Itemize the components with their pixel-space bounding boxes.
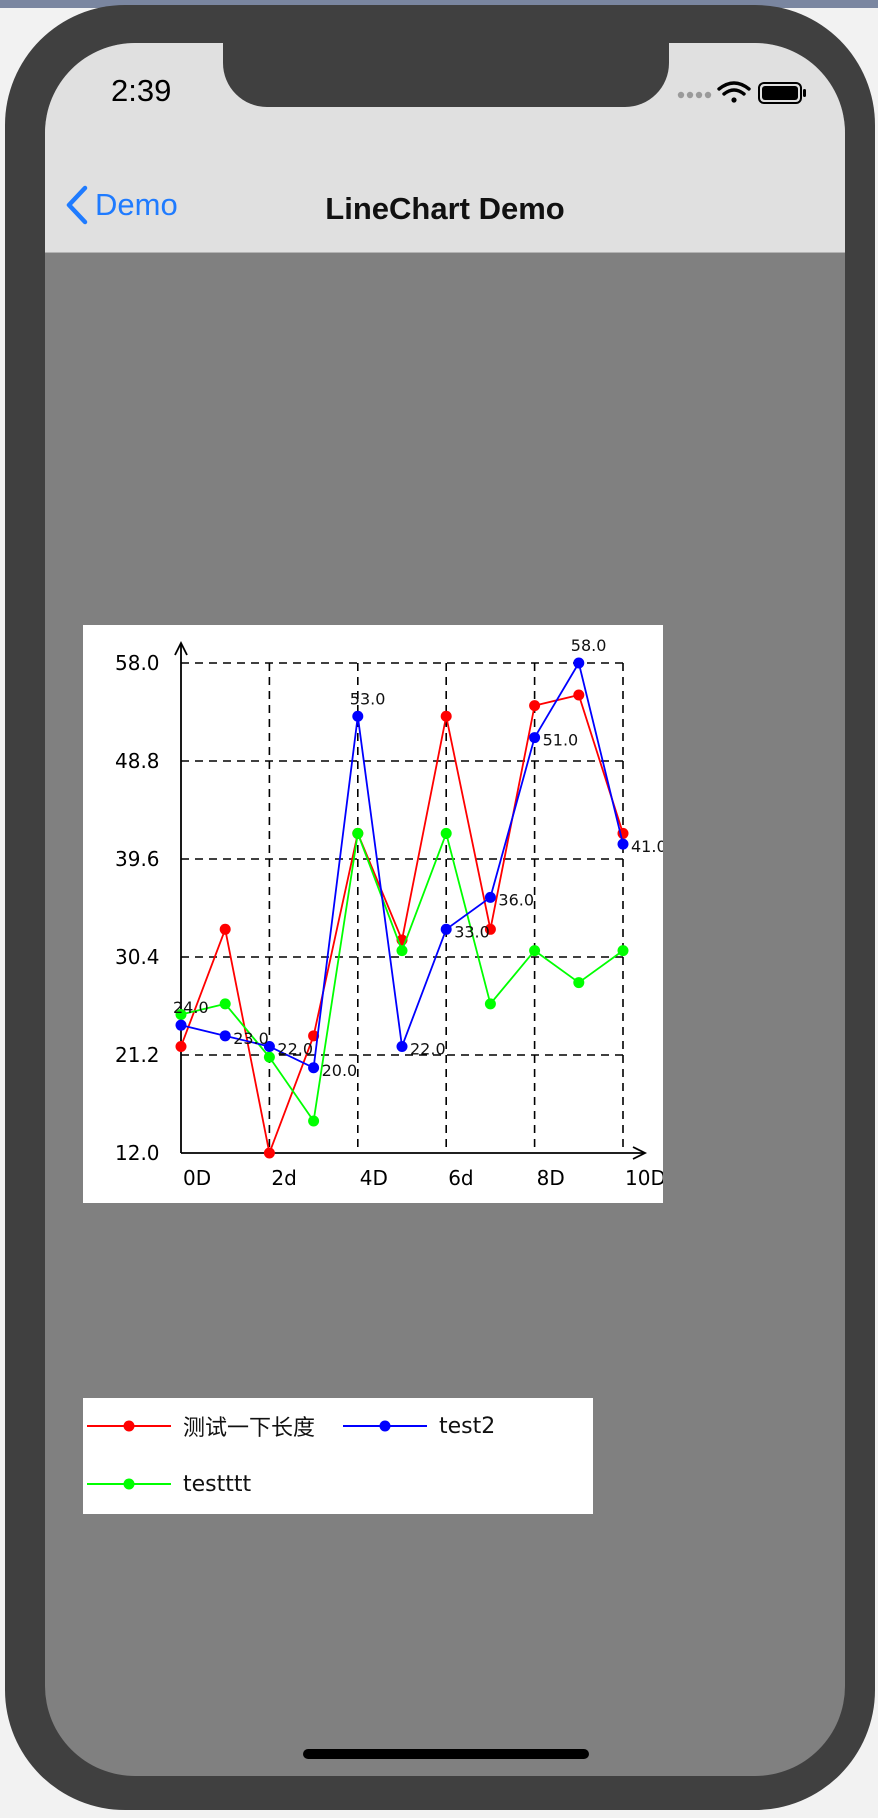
- data-point-series-3: [484, 998, 496, 1010]
- y-axis-ticks: 12.0 21.2 30.4 39.6 48.8 58.0: [115, 651, 160, 1165]
- desktop-background: [0, 0, 878, 8]
- data-label: 22.0: [277, 1039, 313, 1058]
- legend-label-series-3: testttt: [183, 1471, 252, 1497]
- data-point-series-3: [617, 945, 629, 957]
- chart-legend: 测试一下长度 test2 testttt: [83, 1398, 593, 1514]
- data-point-series-2: [529, 732, 541, 744]
- data-label: 22.0: [410, 1039, 446, 1058]
- data-point-series-1: [308, 1030, 320, 1042]
- data-point-series-3: [352, 827, 364, 839]
- y-tick-label: 12.0: [115, 1141, 160, 1165]
- data-point-series-3: [175, 1009, 187, 1021]
- chart-grid: [181, 662, 624, 1153]
- data-point-series-1: [175, 1040, 187, 1052]
- data-point-series-1: [440, 710, 452, 722]
- chart-point-labels: 24.0 23.0 22.0 20.0 53.0 22.0 33.0 36.0 51.0 58.0…: [173, 636, 663, 1080]
- y-tick-label: 58.0: [115, 651, 160, 675]
- data-point-series-1: [219, 923, 231, 935]
- data-point-series-3: [573, 977, 585, 989]
- legend-item-series-3: testttt: [87, 1464, 251, 1504]
- data-label: 41.0: [631, 837, 663, 856]
- x-tick-label: 4D: [360, 1166, 388, 1190]
- legend-label-series-1: 测试一下长度: [183, 1416, 316, 1441]
- data-point-series-2: [617, 838, 629, 850]
- data-point-series-3: [396, 945, 408, 957]
- notch: [223, 43, 669, 107]
- navigation-bar: Demo LineChart Demo: [45, 153, 845, 253]
- data-point-series-2: [396, 1040, 408, 1052]
- data-point-series-3: [308, 1115, 320, 1127]
- data-point-series-3: [263, 1051, 275, 1063]
- data-label: 36.0: [498, 890, 534, 909]
- data-point-series-3: [529, 945, 541, 957]
- data-point-series-2: [263, 1040, 275, 1052]
- legend-swatch-series-3: [87, 1478, 171, 1490]
- battery-icon: [758, 82, 806, 104]
- data-point-series-1: [529, 700, 541, 712]
- data-point-series-1: [573, 689, 585, 701]
- data-point-series-2: [352, 710, 364, 722]
- device-frame: 2:39: [5, 5, 875, 1810]
- back-button[interactable]: Demo: [65, 183, 178, 227]
- series-line-3: [180, 829, 624, 1124]
- y-tick-label: 48.8: [115, 749, 160, 773]
- status-bar: 2:39: [45, 43, 845, 153]
- line-chart-svg: 12.0 21.2 30.4 39.6 48.8 58.0 0D 2d 4D 6d 8D 10D 2…: [115, 636, 663, 1190]
- x-tick-label: 8D: [537, 1166, 565, 1190]
- data-label: 23.0: [233, 1029, 269, 1048]
- y-tick-label: 39.6: [115, 847, 160, 871]
- x-tick-label: 2d: [271, 1166, 296, 1190]
- x-axis-ticks: 0D 2d 4D 6d 8D 10D: [183, 1166, 663, 1190]
- chart-axes: [174, 640, 648, 1160]
- data-point-series-2: [484, 891, 496, 903]
- series-line-2: [180, 660, 624, 1070]
- status-time: 2:39: [111, 73, 172, 108]
- data-label: 51.0: [543, 731, 579, 750]
- data-label: 58.0: [571, 636, 607, 655]
- y-axis-arrow: [174, 640, 188, 656]
- data-label: 20.0: [322, 1061, 358, 1080]
- x-tick-label: 0D: [183, 1166, 211, 1190]
- wifi-icon: [717, 81, 751, 103]
- legend-swatch-series-1: [87, 1420, 171, 1432]
- data-point-series-2: [175, 1019, 187, 1031]
- legend-item-series-2: test2: [343, 1406, 495, 1446]
- home-indicator: [303, 1749, 589, 1759]
- chart-series: [175, 657, 629, 1159]
- nav-title: LineChart Demo: [325, 191, 565, 226]
- series-line-1: [180, 693, 624, 1157]
- y-tick-label: 30.4: [115, 945, 160, 969]
- data-label: 53.0: [350, 689, 386, 708]
- data-point-series-2: [573, 657, 585, 669]
- x-tick-label: 10D: [625, 1166, 663, 1190]
- data-label: 33.0: [454, 922, 490, 941]
- data-point-series-2: [308, 1062, 320, 1074]
- status-icons: [677, 81, 806, 104]
- data-point-series-2: [440, 923, 452, 935]
- back-button-label: Demo: [95, 187, 178, 222]
- data-label: 24.0: [173, 998, 209, 1017]
- chevron-left-icon: [66, 185, 88, 225]
- data-point-series-1: [263, 1147, 275, 1159]
- data-point-series-2: [219, 1030, 231, 1042]
- legend-item-series-1: 测试一下长度: [87, 1406, 315, 1446]
- y-tick-label: 21.2: [115, 1043, 160, 1067]
- data-point-series-3: [440, 827, 452, 839]
- x-axis-arrow: [632, 1146, 648, 1160]
- data-point-series-1: [484, 923, 496, 935]
- phone-screen: 2:39: [45, 43, 845, 1776]
- line-chart: 12.0 21.2 30.4 39.6 48.8 58.0 0D 2d 4D 6d 8D 10D 2…: [83, 625, 663, 1203]
- signal-dots-icon: [677, 91, 712, 99]
- legend-label-series-2: test2: [439, 1413, 496, 1439]
- legend-swatch-series-2: [343, 1420, 427, 1432]
- data-point-series-3: [219, 998, 231, 1010]
- x-tick-label: 6d: [448, 1166, 473, 1190]
